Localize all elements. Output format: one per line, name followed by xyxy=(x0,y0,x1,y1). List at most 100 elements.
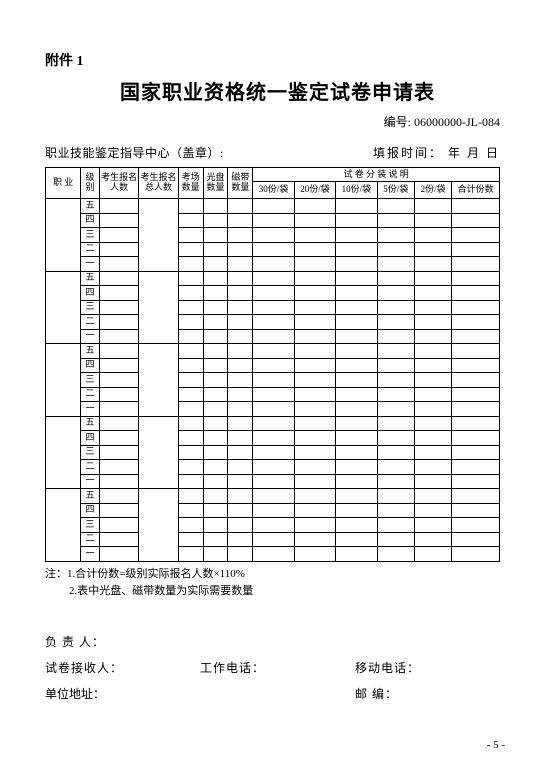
cell-empty xyxy=(228,213,253,228)
cell-empty xyxy=(178,503,203,518)
cell-level: 一 xyxy=(81,474,100,489)
contacts-block: 负 责 人： 试卷接收人： 工作电话： 移动电话： 单位地址： 邮 编： xyxy=(45,629,510,708)
cell-empty xyxy=(203,242,228,257)
mobile-label: 移动电话： xyxy=(355,655,510,681)
cell-empty xyxy=(228,547,253,562)
cell-empty xyxy=(377,387,414,402)
cell-empty xyxy=(377,518,414,533)
cell-applicants xyxy=(99,445,138,460)
cell-empty xyxy=(452,300,500,315)
cell-applicants xyxy=(99,315,138,330)
cell-applicants xyxy=(99,373,138,388)
cell-empty xyxy=(414,402,451,417)
cell-empty xyxy=(336,402,377,417)
cell-empty xyxy=(178,300,203,315)
cell-empty xyxy=(414,329,451,344)
cell-empty xyxy=(414,300,451,315)
cell-empty xyxy=(253,416,294,431)
cell-empty xyxy=(294,416,335,431)
col-cd-count: 光盘数量 xyxy=(203,168,228,199)
cell-empty xyxy=(203,460,228,475)
cell-empty xyxy=(452,315,500,330)
cell-empty xyxy=(336,387,377,402)
cell-empty xyxy=(452,329,500,344)
table-row: 二 xyxy=(46,242,500,257)
cell-empty xyxy=(414,213,451,228)
table-row: 五 xyxy=(46,199,500,214)
cell-empty xyxy=(452,199,500,214)
cell-applicants xyxy=(99,300,138,315)
table-row: 三 xyxy=(46,300,500,315)
cell-applicants xyxy=(99,242,138,257)
cell-empty xyxy=(178,344,203,359)
cell-empty xyxy=(452,402,500,417)
cell-empty xyxy=(203,387,228,402)
cell-empty xyxy=(228,315,253,330)
cell-empty xyxy=(294,489,335,504)
cell-empty xyxy=(253,431,294,446)
cell-empty xyxy=(452,242,500,257)
cell-empty xyxy=(294,242,335,257)
cell-empty xyxy=(377,416,414,431)
note-1: 注：1.合计份数=级别实际报名人数×110% xyxy=(45,566,510,584)
cell-empty xyxy=(203,532,228,547)
cell-empty xyxy=(452,503,500,518)
cell-empty xyxy=(294,547,335,562)
table-row: 一 xyxy=(46,257,500,272)
cell-empty xyxy=(178,402,203,417)
cell-empty xyxy=(377,329,414,344)
cell-empty xyxy=(253,329,294,344)
cell-applicants xyxy=(99,213,138,228)
cell-empty xyxy=(414,228,451,243)
table-row: 四 xyxy=(46,503,500,518)
cell-empty xyxy=(414,286,451,301)
cell-empty xyxy=(336,242,377,257)
table-row: 四 xyxy=(46,358,500,373)
cell-empty xyxy=(336,344,377,359)
cell-occupation xyxy=(46,199,81,272)
cell-empty xyxy=(336,431,377,446)
cell-level: 三 xyxy=(81,445,100,460)
application-table: 职 业 级别 考生报名人数 考生报名总人数 考场数量 光盘数量 磁带数量 试 卷… xyxy=(45,167,500,562)
cell-empty xyxy=(294,199,335,214)
cell-applicants xyxy=(99,329,138,344)
cell-level: 四 xyxy=(81,358,100,373)
cell-empty xyxy=(452,271,500,286)
cell-empty xyxy=(294,445,335,460)
cell-empty xyxy=(253,344,294,359)
col-p5: 5份/袋 xyxy=(377,182,414,199)
cell-empty xyxy=(253,300,294,315)
cell-empty xyxy=(228,300,253,315)
cell-empty xyxy=(414,257,451,272)
cell-applicants xyxy=(99,489,138,504)
cell-empty xyxy=(203,358,228,373)
cell-empty xyxy=(178,358,203,373)
cell-empty xyxy=(203,271,228,286)
cell-empty xyxy=(452,489,500,504)
cell-empty xyxy=(336,257,377,272)
table-row: 二 xyxy=(46,387,500,402)
cell-empty xyxy=(178,445,203,460)
cell-empty xyxy=(178,518,203,533)
cell-applicants xyxy=(99,257,138,272)
cell-empty xyxy=(228,402,253,417)
cell-empty xyxy=(336,532,377,547)
cell-empty xyxy=(178,547,203,562)
cell-level: 四 xyxy=(81,431,100,446)
cell-empty xyxy=(294,373,335,388)
cell-empty xyxy=(203,300,228,315)
cell-empty xyxy=(414,489,451,504)
cell-empty xyxy=(203,286,228,301)
cell-empty xyxy=(377,503,414,518)
cell-empty xyxy=(294,271,335,286)
cell-applicants xyxy=(99,199,138,214)
cell-empty xyxy=(178,387,203,402)
col-p30: 30份/袋 xyxy=(253,182,294,199)
cell-empty xyxy=(414,474,451,489)
cell-applicants xyxy=(99,503,138,518)
cell-empty xyxy=(336,358,377,373)
col-p2: 2份/袋 xyxy=(414,182,451,199)
cell-empty xyxy=(228,431,253,446)
cell-empty xyxy=(294,344,335,359)
cell-empty xyxy=(377,489,414,504)
